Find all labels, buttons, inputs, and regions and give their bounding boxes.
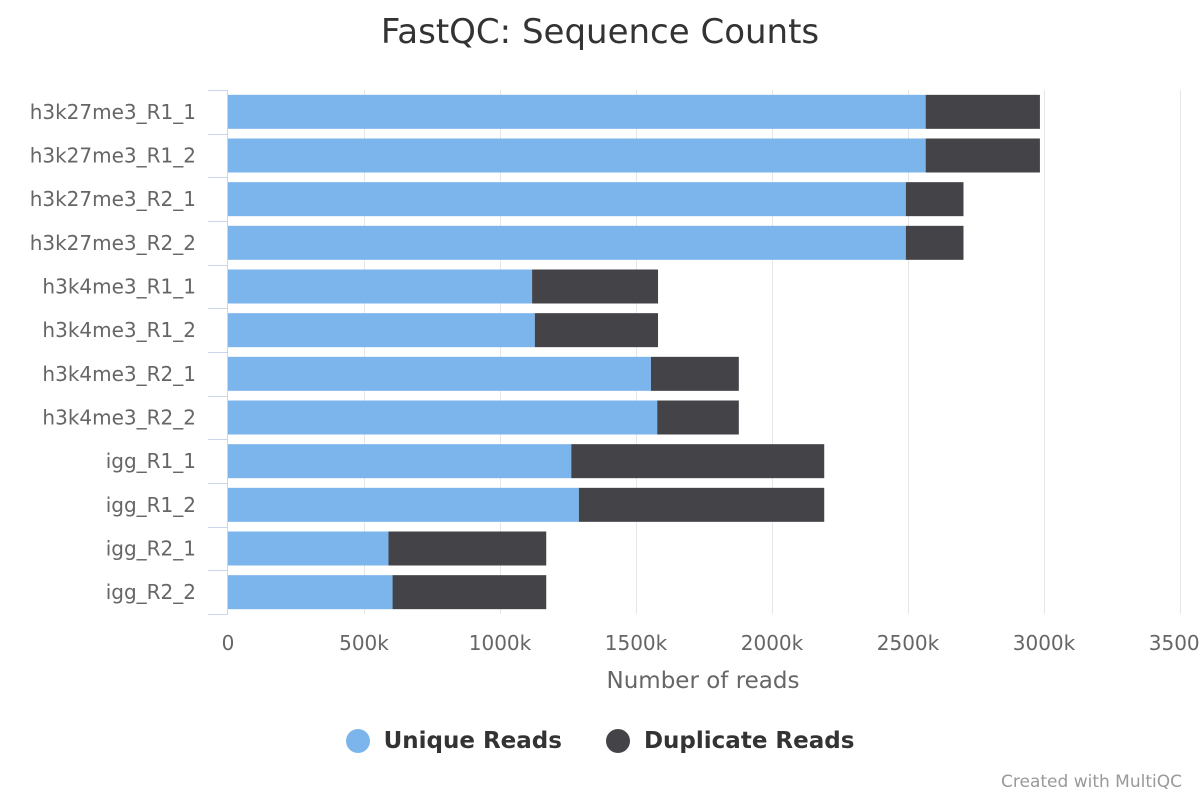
bar-duplicate-reads[interactable]: [905, 225, 964, 260]
bar-duplicate-reads[interactable]: [534, 313, 659, 348]
bar-unique-reads[interactable]: [228, 182, 906, 217]
tick-labels: 0 500k 1000k 1500k 2000k 2500k 3000k 3500k h3k27…: [30, 100, 1200, 655]
x-tick-label: 1000k: [469, 631, 532, 655]
bar-unique-reads[interactable]: [228, 444, 572, 479]
y-category-label: igg_R2_2: [106, 580, 196, 604]
bar-duplicate-reads[interactable]: [657, 400, 739, 435]
bar-duplicate-reads[interactable]: [578, 487, 825, 522]
y-category-label: h3k27me3_R2_1: [30, 187, 196, 211]
bar-duplicate-reads[interactable]: [392, 575, 547, 610]
chart-title: FastQC: Sequence Counts: [380, 12, 820, 52]
grid-lines: [364, 90, 1181, 614]
y-category-label: h3k4me3_R1_2: [42, 318, 196, 342]
bar-duplicate-reads[interactable]: [571, 444, 825, 479]
x-tick-label: 500k: [339, 631, 389, 655]
legend-label-unique: Unique Reads: [383, 728, 562, 754]
x-tick-label: 3000k: [1013, 631, 1076, 655]
y-category-label: h3k27me3_R1_2: [30, 144, 196, 168]
y-category-label: h3k27me3_R2_2: [30, 231, 196, 255]
y-category-label: h3k4me3_R2_2: [42, 406, 196, 430]
y-category-label: igg_R1_2: [106, 493, 196, 517]
bar-duplicate-reads[interactable]: [388, 531, 547, 566]
bar-unique-reads[interactable]: [228, 487, 579, 522]
y-category-label: h3k4me3_R2_1: [42, 362, 196, 386]
axes: [208, 90, 228, 615]
legend-marker-duplicate: [605, 729, 630, 753]
legend-item-duplicate-reads[interactable]: Duplicate Reads: [605, 728, 855, 754]
x-tick-label: 0: [222, 631, 235, 655]
x-axis-title: Number of reads: [607, 668, 800, 694]
y-category-label: h3k27me3_R1_1: [30, 100, 196, 124]
y-category-label: h3k4me3_R1_1: [42, 275, 196, 299]
x-tick-label: 2000k: [741, 631, 804, 655]
bar-unique-reads[interactable]: [228, 356, 651, 391]
bar-unique-reads[interactable]: [228, 575, 393, 610]
x-tick-label: 2500k: [877, 631, 940, 655]
bar-unique-reads[interactable]: [228, 94, 926, 129]
legend-label-duplicate: Duplicate Reads: [643, 728, 855, 754]
bar-unique-reads[interactable]: [228, 225, 906, 260]
credits-link[interactable]: Created with MultiQC: [1001, 772, 1182, 792]
bar-unique-reads[interactable]: [228, 531, 389, 566]
y-category-label: igg_R2_1: [106, 537, 196, 561]
x-tick-label: 3500k: [1149, 631, 1200, 655]
bars: [228, 94, 1040, 610]
bar-unique-reads[interactable]: [228, 269, 533, 304]
bar-unique-reads[interactable]: [228, 313, 535, 348]
x-tick-label: 1500k: [605, 631, 668, 655]
bar-duplicate-reads[interactable]: [532, 269, 659, 304]
bar-duplicate-reads[interactable]: [925, 138, 1040, 173]
bar-duplicate-reads[interactable]: [925, 94, 1040, 129]
legend-marker-unique: [345, 729, 370, 753]
bar-unique-reads[interactable]: [228, 400, 658, 435]
legend-item-unique-reads[interactable]: Unique Reads: [345, 728, 562, 754]
legend: Unique Reads Duplicate Reads: [0, 728, 1200, 754]
y-category-label: igg_R1_1: [106, 449, 196, 473]
bar-unique-reads[interactable]: [228, 138, 926, 173]
bar-duplicate-reads[interactable]: [905, 182, 964, 217]
bar-duplicate-reads[interactable]: [650, 356, 739, 391]
